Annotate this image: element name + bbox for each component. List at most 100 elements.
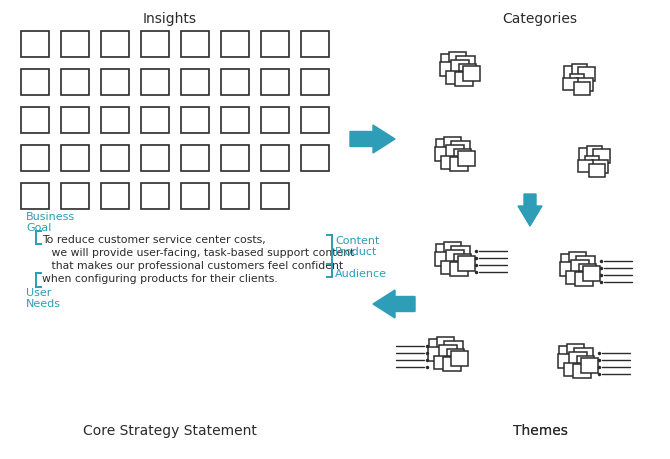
Bar xyxy=(566,271,582,284)
Text: when configuring products for their clients.: when configuring products for their clie… xyxy=(42,274,278,283)
Bar xyxy=(460,65,476,79)
Text: Insights: Insights xyxy=(143,12,197,26)
Bar xyxy=(141,146,169,172)
Bar xyxy=(454,254,472,269)
Bar xyxy=(570,75,584,87)
Text: Core Strategy Statement: Core Strategy Statement xyxy=(83,423,257,437)
Bar xyxy=(444,341,464,356)
Bar xyxy=(451,61,469,75)
Bar xyxy=(577,78,593,91)
Bar xyxy=(181,70,209,96)
Bar xyxy=(261,32,289,58)
Bar xyxy=(592,160,608,173)
Bar xyxy=(181,32,209,58)
Text: Content: Content xyxy=(335,235,379,246)
Bar xyxy=(574,348,594,363)
Bar xyxy=(261,70,289,96)
Bar xyxy=(61,146,89,172)
Bar xyxy=(570,252,586,266)
Bar xyxy=(261,146,289,172)
Bar xyxy=(450,53,466,67)
Bar xyxy=(578,68,596,82)
Bar xyxy=(101,184,129,210)
Bar xyxy=(455,73,473,87)
Bar xyxy=(101,146,129,172)
Bar xyxy=(301,70,329,96)
Text: Audience: Audience xyxy=(335,269,387,279)
Bar xyxy=(578,161,594,173)
Bar xyxy=(559,346,577,361)
Bar xyxy=(221,70,249,96)
Bar xyxy=(580,264,596,279)
Bar xyxy=(446,71,462,84)
Text: Themes: Themes xyxy=(513,423,567,437)
Text: Themes: Themes xyxy=(513,423,567,437)
Text: Needs: Needs xyxy=(26,298,61,308)
Bar xyxy=(575,272,593,286)
Text: Goal: Goal xyxy=(26,223,52,233)
Bar xyxy=(450,263,468,276)
Bar xyxy=(454,150,472,164)
Bar xyxy=(574,82,590,95)
Bar xyxy=(101,108,129,134)
Bar xyxy=(441,54,459,69)
Bar xyxy=(458,151,476,166)
Bar xyxy=(444,138,462,151)
Bar xyxy=(261,184,289,210)
Text: Product: Product xyxy=(335,246,377,257)
Bar xyxy=(221,184,249,210)
Bar xyxy=(576,256,596,271)
Bar xyxy=(261,108,289,134)
Bar xyxy=(452,141,470,156)
Bar xyxy=(434,356,450,369)
Bar xyxy=(582,358,598,373)
Bar xyxy=(436,139,454,154)
Bar xyxy=(578,356,594,370)
Bar xyxy=(61,108,89,134)
Bar xyxy=(446,250,464,265)
Bar xyxy=(452,246,470,261)
Bar xyxy=(141,32,169,58)
Bar xyxy=(440,63,456,77)
Bar xyxy=(441,156,457,169)
Bar xyxy=(579,148,595,161)
Bar xyxy=(573,364,591,378)
Bar xyxy=(101,70,129,96)
FancyArrow shape xyxy=(350,126,395,154)
Bar xyxy=(221,108,249,134)
Bar xyxy=(558,354,574,368)
Bar xyxy=(564,363,580,375)
Bar xyxy=(21,146,49,172)
Bar xyxy=(21,70,49,96)
Bar xyxy=(101,32,129,58)
Bar xyxy=(435,148,451,162)
Bar xyxy=(221,32,249,58)
Text: Categories: Categories xyxy=(502,12,578,26)
Bar xyxy=(446,145,464,160)
Text: To reduce customer service center costs,: To reduce customer service center costs, xyxy=(42,235,266,245)
FancyArrow shape xyxy=(373,291,415,318)
Bar xyxy=(61,32,89,58)
Bar xyxy=(464,67,480,81)
Bar xyxy=(560,263,576,276)
Text: we will provide user-facing, task-based support content: we will provide user-facing, task-based … xyxy=(48,247,354,257)
Bar xyxy=(588,146,602,159)
Bar xyxy=(589,164,605,177)
Bar xyxy=(61,70,89,96)
Bar xyxy=(141,108,169,134)
Bar xyxy=(301,32,329,58)
Bar xyxy=(594,150,610,164)
Bar xyxy=(439,345,457,360)
Bar xyxy=(301,108,329,134)
Bar xyxy=(572,64,588,77)
Bar xyxy=(61,184,89,210)
Text: User: User xyxy=(26,287,52,297)
Bar xyxy=(448,349,464,363)
Bar xyxy=(564,67,580,79)
Bar xyxy=(21,108,49,134)
Bar xyxy=(438,337,454,351)
Bar xyxy=(569,352,587,367)
Bar xyxy=(441,261,457,274)
Bar xyxy=(458,256,476,271)
Bar xyxy=(141,70,169,96)
